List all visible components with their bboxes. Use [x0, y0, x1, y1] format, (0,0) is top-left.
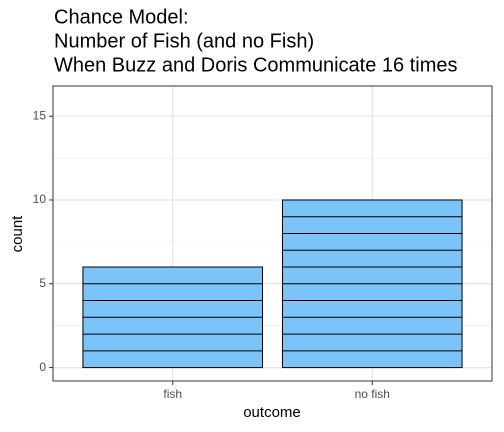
chart-title-line: Number of Fish (and no Fish): [54, 30, 314, 52]
chart-title-line: When Buzz and Doris Communicate 16 times: [54, 54, 458, 76]
x-tick-label: fish: [163, 387, 182, 401]
panel-border: [52, 85, 493, 382]
y-tick-label: 10: [33, 192, 47, 206]
chart-title-line: Chance Model:: [54, 6, 189, 28]
y-axis-title: count: [9, 215, 26, 253]
y-tick-label: 15: [33, 108, 47, 122]
y-tick-label: 5: [39, 276, 46, 290]
x-axis-title: outcome: [243, 404, 301, 421]
y-tick-label: 0: [39, 360, 46, 374]
x-tick-label: no fish: [355, 387, 390, 401]
